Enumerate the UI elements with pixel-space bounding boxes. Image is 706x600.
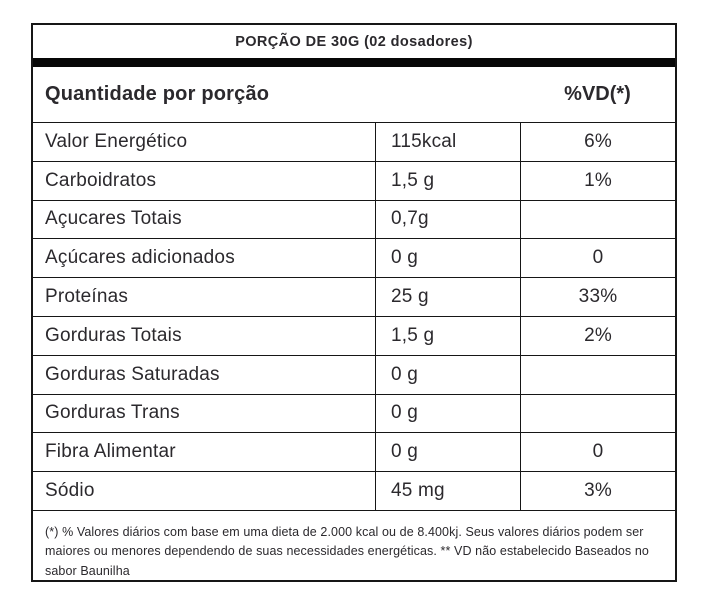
nutrient-vd: 0 — [520, 433, 675, 472]
nutrient-amount: 1,5 g — [375, 161, 520, 200]
nutrient-amount: 0 g — [375, 239, 520, 278]
table-row: Proteínas 25 g 33% — [33, 277, 675, 316]
nutrition-facts-table: PORÇÃO DE 30G (02 dosadores) Quantidade … — [31, 23, 677, 582]
quantity-per-portion-label: Quantidade por porção — [45, 83, 270, 105]
nutrient-label: Açucares Totais — [45, 208, 182, 230]
nutrient-label: Fibra Alimentar — [45, 441, 176, 463]
nutrient-label: Valor Energético — [45, 130, 188, 152]
nutrient-amount: 0 g — [375, 394, 520, 433]
nutrient-vd — [520, 200, 675, 239]
table-row: Gorduras Totais 1,5 g 2% — [33, 315, 675, 355]
nutrient-vd: 33% — [520, 278, 675, 316]
nutrient-label: Gorduras Totais — [45, 324, 182, 346]
nutrient-label: Açúcares adicionados — [45, 247, 235, 269]
table-row: Açúcares adicionados 0 g 0 — [33, 238, 675, 278]
column-header-row: Quantidade por porção %VD(*) — [33, 67, 675, 122]
portion-header-row: PORÇÃO DE 30G (02 dosadores) — [33, 25, 675, 58]
nutrient-rows: Valor Energético 115kcal 6% Carboidratos… — [33, 122, 675, 510]
table-row: Valor Energético 115kcal 6% — [33, 122, 675, 161]
nutrient-label: Carboidratos — [45, 169, 157, 191]
footnote: (*) % Valores diários com base em uma di… — [33, 509, 675, 580]
table-row: Fibra Alimentar 0 g 0 — [33, 432, 675, 472]
nutrient-label: Gorduras Saturadas — [45, 363, 220, 385]
nutrient-label: Proteínas — [45, 286, 129, 308]
nutrient-vd: 3% — [520, 472, 675, 510]
nutrient-vd: 1% — [520, 161, 675, 200]
nutrient-amount: 1,5 g — [375, 316, 520, 355]
nutrient-amount: 0,7g — [375, 200, 520, 239]
portion-title: PORÇÃO DE 30G (02 dosadores) — [235, 33, 473, 50]
table-row: Gorduras Trans 0 g — [33, 393, 675, 433]
nutrient-vd — [520, 394, 675, 433]
divider-bar — [33, 58, 675, 67]
nutrient-amount: 45 mg — [375, 472, 520, 510]
vd-column-label: %VD(*) — [564, 83, 631, 105]
table-row: Açucares Totais 0,7g — [33, 199, 675, 239]
nutrient-amount: 25 g — [375, 278, 520, 316]
nutrient-amount: 0 g — [375, 355, 520, 394]
nutrient-label: Sódio — [45, 480, 95, 502]
nutrient-vd: 0 — [520, 239, 675, 278]
nutrient-vd: 6% — [520, 123, 675, 161]
table-row: Carboidratos 1,5 g 1% — [33, 160, 675, 200]
nutrient-vd: 2% — [520, 316, 675, 355]
table-row: Gorduras Saturadas 0 g — [33, 354, 675, 394]
nutrient-vd — [520, 355, 675, 394]
nutrient-label: Gorduras Trans — [45, 402, 180, 424]
table-row: Sódio 45 mg 3% — [33, 471, 675, 510]
nutrient-amount: 0 g — [375, 433, 520, 472]
nutrient-amount: 115kcal — [375, 123, 520, 161]
